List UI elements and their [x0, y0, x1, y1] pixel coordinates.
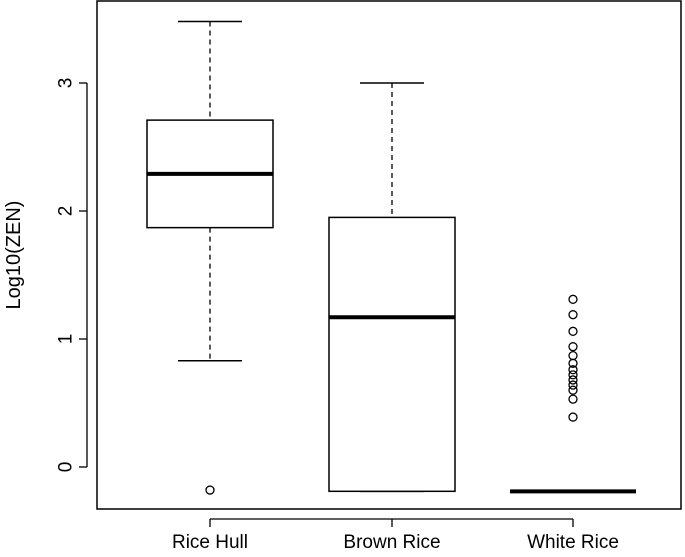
- outlier-point: [568, 326, 578, 336]
- y-axis-label: Log10(ZEN): [3, 201, 25, 310]
- box-group: [510, 294, 636, 494]
- y-tick-label: 2: [56, 206, 77, 217]
- x-axis: Rice Hull Brown Rice White Rice: [172, 518, 619, 553]
- outlier-point: [205, 485, 215, 495]
- boxes: [146, 20, 636, 495]
- outlier-point: [568, 342, 578, 352]
- outlier-point: [568, 310, 578, 320]
- outlier-point: [568, 380, 578, 390]
- outlier-point: [568, 365, 578, 375]
- iqr-box: [328, 216, 456, 493]
- plot-frame: [96, 0, 682, 510]
- outlier-point: [568, 370, 578, 380]
- y-tick-label: 1: [56, 334, 77, 345]
- y-axis: 0 1 2 3: [56, 78, 88, 473]
- box-group: [328, 82, 456, 493]
- outlier-point: [568, 412, 578, 422]
- outlier-point: [568, 385, 578, 395]
- outlier-point: [568, 294, 578, 304]
- x-tick-label: Brown Rice: [343, 532, 440, 553]
- outlier-point: [568, 375, 578, 385]
- outlier-point: [568, 394, 578, 404]
- box-group: [146, 20, 274, 495]
- y-tick-label: 0: [56, 462, 77, 473]
- x-tick-label: White Rice: [527, 532, 619, 553]
- y-tick-label: 3: [56, 78, 77, 89]
- x-tick-label: Rice Hull: [172, 532, 248, 553]
- outlier-point: [568, 350, 578, 361]
